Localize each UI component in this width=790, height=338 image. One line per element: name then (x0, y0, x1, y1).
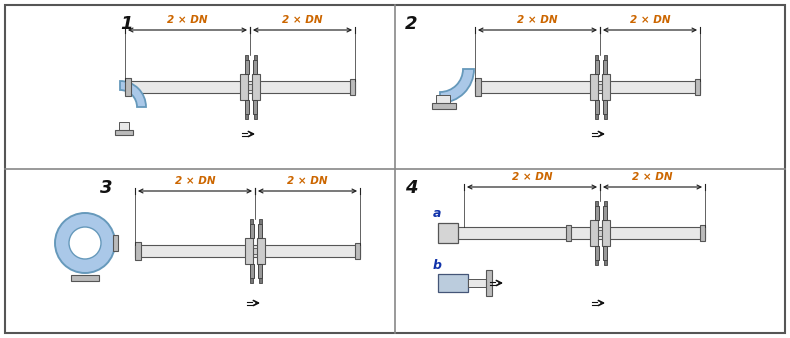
Bar (245, 238, 253, 264)
Bar (595, 246, 599, 260)
Bar (438, 223, 458, 243)
Circle shape (69, 227, 101, 259)
Bar (258, 264, 262, 278)
Bar (595, 55, 598, 60)
Bar (590, 230, 610, 236)
Wedge shape (120, 81, 146, 107)
Text: 2 × DN: 2 × DN (167, 15, 208, 25)
Bar (475, 81, 700, 93)
Bar (258, 278, 261, 283)
Text: b: b (433, 259, 442, 272)
Bar (71, 275, 99, 281)
Bar (699, 225, 705, 241)
Bar (694, 79, 699, 95)
Bar (595, 100, 599, 114)
Text: 2 × DN: 2 × DN (632, 172, 673, 182)
Text: 2 × DN: 2 × DN (282, 15, 323, 25)
Bar (254, 114, 257, 119)
Bar (486, 270, 492, 296)
Bar (254, 55, 257, 60)
Bar (112, 235, 118, 251)
Bar (595, 114, 598, 119)
Bar (125, 78, 131, 96)
Text: a: a (433, 207, 442, 220)
Bar (125, 81, 355, 93)
Bar (258, 219, 261, 224)
Bar (604, 55, 607, 60)
Bar (602, 74, 610, 100)
Bar (135, 245, 360, 257)
Bar (604, 114, 607, 119)
Text: 2 × DN: 2 × DN (517, 15, 558, 25)
Bar (595, 260, 598, 265)
Bar (250, 224, 254, 238)
Bar (603, 100, 607, 114)
Bar (115, 130, 133, 135)
Text: 2 × DN: 2 × DN (630, 15, 670, 25)
Bar (135, 242, 141, 260)
Bar (475, 78, 481, 96)
Bar (603, 206, 607, 220)
Bar (468, 279, 488, 287)
Bar (244, 100, 249, 114)
Bar (438, 274, 468, 292)
Bar (590, 84, 610, 90)
Wedge shape (440, 69, 474, 103)
Bar (349, 79, 355, 95)
Bar (252, 74, 260, 100)
Text: 2: 2 (405, 15, 417, 33)
Bar (436, 95, 450, 103)
Bar (244, 60, 249, 74)
Bar (590, 74, 598, 100)
Bar (566, 225, 570, 241)
Bar (432, 103, 456, 109)
Circle shape (55, 213, 115, 273)
Bar (245, 114, 248, 119)
Bar (257, 238, 265, 264)
Bar (604, 201, 607, 206)
Bar (258, 224, 262, 238)
Bar (250, 264, 254, 278)
Bar (253, 100, 257, 114)
Text: 2 × DN: 2 × DN (512, 172, 552, 182)
Bar (595, 201, 598, 206)
Bar (250, 278, 253, 283)
Bar (245, 55, 248, 60)
Bar (450, 227, 705, 239)
Bar (595, 206, 599, 220)
Bar (590, 220, 598, 246)
Text: 4: 4 (405, 179, 417, 197)
Bar (250, 219, 253, 224)
Bar (119, 122, 129, 130)
Text: 2 × DN: 2 × DN (288, 176, 328, 186)
Bar (355, 243, 359, 259)
Bar (603, 60, 607, 74)
Bar (253, 60, 257, 74)
Text: 2 × DN: 2 × DN (175, 176, 215, 186)
Bar (245, 248, 265, 254)
Bar (602, 220, 610, 246)
Bar (603, 246, 607, 260)
Bar (604, 260, 607, 265)
Text: 1: 1 (120, 15, 133, 33)
Bar (595, 60, 599, 74)
Bar (240, 74, 248, 100)
Bar (240, 84, 260, 90)
Text: 3: 3 (100, 179, 112, 197)
